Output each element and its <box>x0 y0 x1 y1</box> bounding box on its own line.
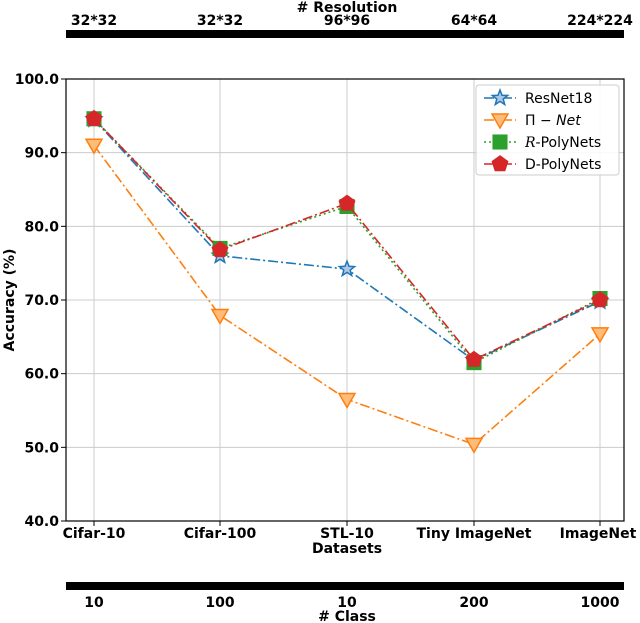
legend-entry: Π − Net <box>484 113 581 130</box>
y-tick-label: 40.0 <box>24 514 59 530</box>
y-axis-label: Accuracy (%) <box>2 249 18 352</box>
data-point <box>591 291 609 308</box>
data-point <box>464 437 484 454</box>
data-point <box>211 240 229 258</box>
x-axis-label: Datasets <box>312 541 382 557</box>
bottom-axis-label: 200 <box>459 595 488 611</box>
legend-box <box>475 84 620 176</box>
y-tick-label: 100.0 <box>15 72 60 88</box>
data-point <box>490 87 510 107</box>
top-axis-label: 224*224 <box>567 13 633 29</box>
data-point <box>465 350 483 367</box>
top-axis-label: 32*32 <box>71 13 117 29</box>
x-tick-label: Tiny ImageNet <box>417 526 532 542</box>
legend-entry: D-PolyNets <box>484 155 601 173</box>
legend: ResNet18 Π − Net R-PolyNets D-PolyNets <box>475 84 620 176</box>
data-point <box>337 392 357 409</box>
data-point <box>85 109 103 127</box>
y-tick-label: 90.0 <box>24 146 59 162</box>
data-point <box>590 327 610 344</box>
bottom-axis-label: 1000 <box>581 595 620 611</box>
legend-entry: R-PolyNets <box>484 134 601 151</box>
bottom-axis-bar <box>66 582 624 590</box>
top-axis-bar <box>66 30 624 38</box>
series-line <box>93 118 601 364</box>
y-tick-label: 80.0 <box>24 219 59 235</box>
series-1 <box>84 138 610 454</box>
bottom-axis-label: 10 <box>337 595 357 611</box>
y-tick-label: 50.0 <box>24 440 59 456</box>
data-point <box>84 138 104 155</box>
legend-entry: ResNet18 <box>484 87 592 107</box>
legend-label: R-PolyNets <box>524 135 601 151</box>
series-3 <box>85 109 609 367</box>
top-axis-label: 32*32 <box>197 13 243 29</box>
y-tick-label: 60.0 <box>24 367 59 383</box>
x-tick-label: STL-10 <box>320 526 374 542</box>
top-axis-title: # Resolution <box>297 0 398 16</box>
x-tick-label: Cifar-100 <box>184 526 257 542</box>
y-tick-label: 70.0 <box>24 293 59 309</box>
data-point <box>337 259 357 278</box>
x-tick-label: ImageNet <box>560 526 637 542</box>
data-point <box>338 194 356 211</box>
x-tick-label: Cifar-10 <box>63 526 126 542</box>
legend-label: D-PolyNets <box>525 157 601 173</box>
legend-label: ResNet18 <box>525 91 592 107</box>
series-line <box>93 118 601 361</box>
bottom-axis-label: 10 <box>84 595 104 611</box>
data-point <box>210 308 230 325</box>
bottom-axis-title: # Class <box>318 609 376 623</box>
data-point <box>491 155 509 172</box>
bottom-axis-label: 100 <box>205 595 234 611</box>
data-point <box>490 113 510 130</box>
top-axis-label: 96*96 <box>324 13 370 29</box>
top-axis-label: 64*64 <box>451 13 498 29</box>
data-point <box>492 134 508 150</box>
legend-label: Π − Net <box>525 113 581 129</box>
